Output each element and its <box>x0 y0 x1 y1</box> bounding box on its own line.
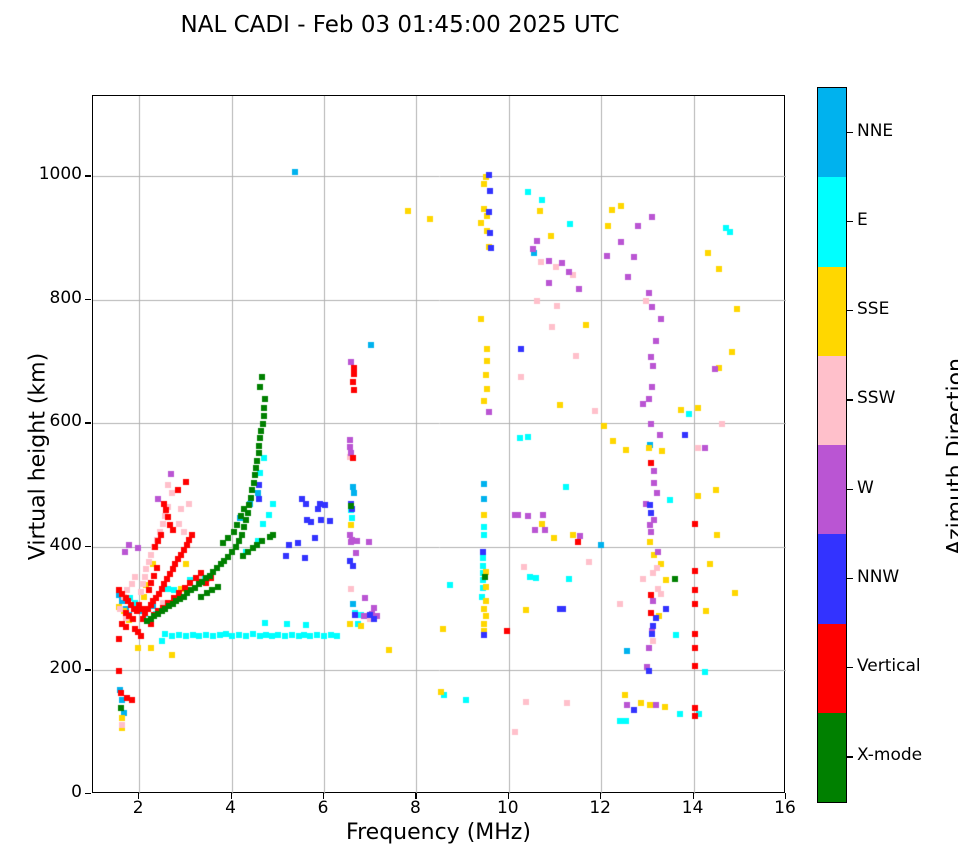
colorbar-segment-vertical <box>818 623 846 713</box>
colorbar-segment-nnw <box>818 534 846 624</box>
colorbar-tick-mark <box>847 399 853 401</box>
colorbar-segment-e <box>818 177 846 267</box>
y-tick-label: 1000 <box>38 164 82 185</box>
colorbar-label-sse: SSE <box>857 299 890 320</box>
colorbar-tick-mark <box>847 488 853 490</box>
colorbar-tick-mark <box>847 220 853 223</box>
x-tick-mark <box>138 793 140 799</box>
colorbar-label-w: W <box>857 477 874 498</box>
x-tick-mark <box>785 793 787 799</box>
x-tick-mark <box>507 793 510 799</box>
x-tick-mark <box>230 793 232 799</box>
colorbar-tick-mark <box>847 756 853 758</box>
y-tick-mark <box>85 669 91 671</box>
colorbar-segment-ssw <box>818 355 846 445</box>
azimuth-colorbar <box>817 87 847 803</box>
colorbar-label-nnw: NNW <box>857 566 900 587</box>
x-tick-mark <box>415 793 417 799</box>
colorbar-tick-mark <box>847 577 853 580</box>
colorbar-label-vertical: Vertical <box>857 656 921 677</box>
colorbar-segment-nne <box>818 88 846 178</box>
x-tick-label: 14 <box>681 798 704 818</box>
plot-area <box>92 95 786 794</box>
colorbar-segment-w <box>818 445 846 535</box>
x-axis-label: Frequency (MHz) <box>346 820 531 845</box>
colorbar-tick-mark <box>847 131 853 133</box>
x-tick-label: 8 <box>409 798 421 818</box>
colorbar-label-x-mode: X-mode <box>857 745 923 766</box>
y-tick-label: 400 <box>49 534 82 555</box>
x-tick-label: 6 <box>317 798 329 818</box>
x-tick-label: 4 <box>225 798 236 818</box>
colorbar-label-nne: NNE <box>857 120 894 141</box>
x-tick-label: 10 <box>496 798 519 818</box>
y-tick-label: 800 <box>49 287 82 308</box>
y-tick-label: 600 <box>49 411 82 432</box>
y-tick-mark <box>85 793 91 795</box>
y-axis-label: Virtual height (km) <box>25 352 51 561</box>
x-tick-label: 16 <box>774 798 796 818</box>
colorbar-segment-sse <box>818 266 846 356</box>
scatter-data-layer <box>93 96 786 794</box>
page-title: NAL CADI - Feb 03 01:45:00 2025 UTC <box>180 12 620 38</box>
x-tick-mark <box>692 793 694 799</box>
colorbar-segment-x-mode <box>818 712 846 802</box>
colorbar-label-ssw: SSW <box>857 388 896 409</box>
x-tick-mark <box>600 793 602 799</box>
y-tick-label: 200 <box>49 658 82 679</box>
x-tick-mark <box>323 793 325 799</box>
colorbar-label-e: E <box>857 209 868 230</box>
y-tick-mark <box>85 545 91 548</box>
y-tick-label: 0 <box>71 782 82 802</box>
colorbar-tick-mark <box>847 310 853 312</box>
x-tick-label: 12 <box>589 798 611 818</box>
x-tick-label: 2 <box>132 798 144 818</box>
y-tick-mark <box>85 422 91 424</box>
colorbar-tick-mark <box>847 667 853 669</box>
y-tick-mark <box>85 175 91 177</box>
colorbar-title: Azimuth Direction <box>943 357 958 556</box>
y-tick-mark <box>85 298 91 301</box>
